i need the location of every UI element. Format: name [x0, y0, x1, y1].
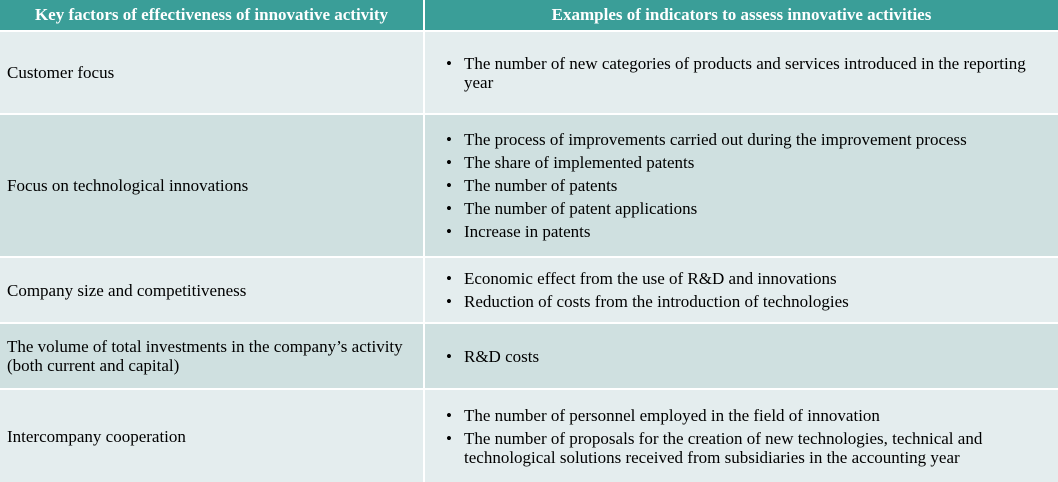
list-item: • The number of new categories of product…	[443, 54, 1046, 92]
bullet-icon: •	[446, 176, 452, 195]
indicator-list: • The number of new categories of product…	[443, 54, 1046, 92]
factor-cell: The volume of total investments in the c…	[0, 323, 425, 390]
list-item: • The number of proposals for the creatio…	[443, 429, 1046, 467]
column-header-key-factors: Key factors of effectiveness of innovati…	[0, 0, 425, 32]
table-row: Company size and competitiveness • Econom…	[0, 257, 1058, 324]
list-item: • Economic effect from the use of R&D and…	[443, 269, 1046, 288]
list-item: • The share of implemented patents	[443, 153, 1046, 172]
bullet-icon: •	[446, 222, 452, 241]
indicator-list: • R&D costs	[443, 347, 1046, 366]
list-item: • The number of patents	[443, 176, 1046, 195]
bullet-icon: •	[446, 153, 452, 172]
list-item: • The number of personnel employed in the…	[443, 406, 1046, 425]
table-row: Customer focus • The number of new catego…	[0, 31, 1058, 115]
list-item: • Reduction of costs from the introductio…	[443, 292, 1046, 311]
list-item: • R&D costs	[443, 347, 1046, 366]
indicator-text: R&D costs	[464, 346, 540, 366]
indicators-cell: • The number of personnel employed in the…	[424, 389, 1058, 482]
indicator-text: Economic effect from the use of R&D and …	[464, 269, 837, 288]
bullet-icon: •	[446, 406, 452, 425]
bullet-icon: •	[446, 199, 452, 218]
indicator-text: Reduction of costs from the introduction…	[464, 292, 849, 311]
table-header-row: Key factors of effectiveness of innovati…	[0, 0, 1058, 32]
indicator-text: The share of implemented patents	[464, 153, 695, 172]
indicators-cell: • The process of improvements carried out…	[424, 114, 1058, 258]
factor-cell: Customer focus	[0, 31, 425, 115]
bullet-icon: •	[446, 269, 452, 288]
indicator-text: The number of proposals for the creation…	[464, 429, 983, 467]
bullet-icon: •	[446, 130, 452, 149]
factor-cell: Company size and competitiveness	[0, 257, 425, 324]
bullet-icon: •	[446, 53, 452, 73]
indicator-text: The number of personnel employed in the …	[464, 406, 880, 425]
table-row: Focus on technological innovations • The …	[0, 114, 1058, 258]
indicators-cell: • R&D costs	[424, 323, 1058, 390]
table-row: Intercompany cooperation • The number of …	[0, 389, 1058, 482]
indicator-list: • Economic effect from the use of R&D and…	[443, 269, 1046, 311]
indicator-text: Increase in patents	[464, 222, 591, 241]
indicator-list: • The process of improvements carried out…	[443, 130, 1046, 241]
indicator-text: The number of patent applications	[464, 199, 698, 218]
indicator-text: The number of patents	[464, 176, 618, 195]
bullet-icon: •	[446, 429, 452, 448]
list-item: • The number of patent applications	[443, 199, 1046, 218]
list-item: • Increase in patents	[443, 222, 1046, 241]
factor-cell: Intercompany cooperation	[0, 389, 425, 482]
list-item: • The process of improvements carried out…	[443, 130, 1046, 149]
table-row: The volume of total investments in the c…	[0, 323, 1058, 390]
factor-cell: Focus on technological innovations	[0, 114, 425, 258]
bullet-icon: •	[446, 292, 452, 311]
bullet-icon: •	[446, 346, 452, 366]
indicators-cell: • The number of new categories of product…	[424, 31, 1058, 115]
indicator-text: The number of new categories of products…	[464, 53, 1026, 92]
column-header-indicators: Examples of indicators to assess innovat…	[424, 0, 1058, 32]
indicator-list: • The number of personnel employed in the…	[443, 406, 1046, 467]
indicators-cell: • Economic effect from the use of R&D and…	[424, 257, 1058, 324]
indicator-text: The process of improvements carried out …	[464, 130, 967, 149]
